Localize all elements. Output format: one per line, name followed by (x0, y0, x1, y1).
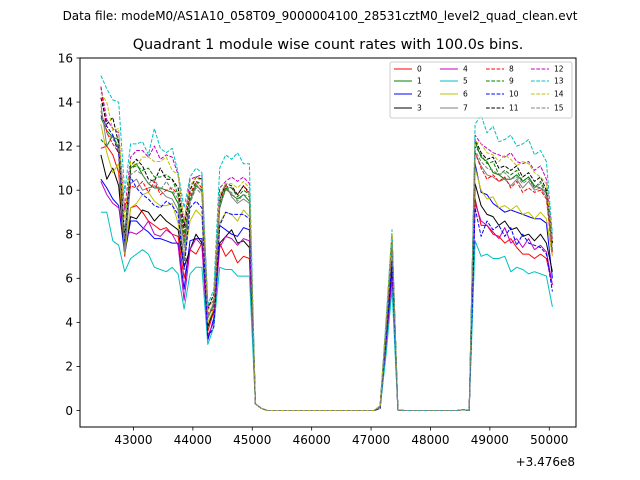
x-offset-label: +3.476e8 (516, 455, 575, 469)
y-tick-label: 6 (65, 272, 73, 286)
x-tick-label: 49000 (471, 433, 509, 447)
x-tick-label: 50000 (530, 433, 568, 447)
legend-label-2: 2 (417, 90, 422, 99)
x-tick-label: 44000 (174, 433, 212, 447)
y-tick-label: 4 (65, 316, 73, 330)
legend-label-3: 3 (417, 104, 422, 113)
x-axis: 43000 44000 45000 46000 47000 48000 49000 50000 (114, 427, 568, 447)
y-tick-label: 10 (58, 183, 73, 197)
legend-label-5: 5 (463, 77, 468, 86)
legend-label-4: 4 (463, 65, 468, 74)
axes-frame (79, 57, 577, 428)
series-line-10 (100, 115, 553, 411)
x-tick-label: 47000 (352, 433, 390, 447)
figure-suptitle: Data file: modeM0/AS1A10_058T09_90000041… (63, 9, 578, 23)
y-axis: 0 2 4 6 8 10 12 14 16 (58, 51, 80, 418)
legend-label-6: 6 (463, 90, 468, 99)
plot-area: 43000 44000 45000 46000 47000 48000 49000 50000… (58, 51, 577, 469)
series-layer (100, 75, 553, 411)
legend-label-9: 9 (509, 77, 514, 86)
legend-label-1: 1 (417, 77, 422, 86)
y-tick-label: 14 (58, 95, 73, 109)
series-line-11 (100, 97, 553, 411)
y-tick-label: 16 (58, 51, 73, 65)
series-line-15 (100, 110, 553, 411)
legend-box (389, 61, 573, 119)
y-tick-label: 2 (65, 360, 73, 374)
y-tick-label: 0 (65, 404, 73, 418)
x-tick-label: 45000 (233, 433, 271, 447)
y-tick-label: 12 (58, 139, 73, 153)
legend-label-7: 7 (463, 104, 468, 113)
legend-label-10: 10 (509, 90, 519, 99)
x-tick-label: 48000 (411, 433, 449, 447)
legend-label-12: 12 (554, 65, 564, 74)
legend-label-0: 0 (417, 65, 422, 74)
legend-label-11: 11 (509, 104, 519, 113)
x-tick-label: 43000 (114, 433, 152, 447)
legend-label-14: 14 (554, 90, 564, 99)
legend-label-8: 8 (509, 65, 514, 74)
axes-background (80, 58, 576, 427)
legend-label-15: 15 (554, 104, 564, 113)
x-tick-label: 46000 (293, 433, 331, 447)
y-tick-label: 8 (65, 228, 73, 242)
series-line-14 (100, 92, 553, 411)
chart-title: Quadrant 1 module wise count rates with … (133, 37, 524, 53)
legend-label-13: 13 (554, 77, 564, 86)
